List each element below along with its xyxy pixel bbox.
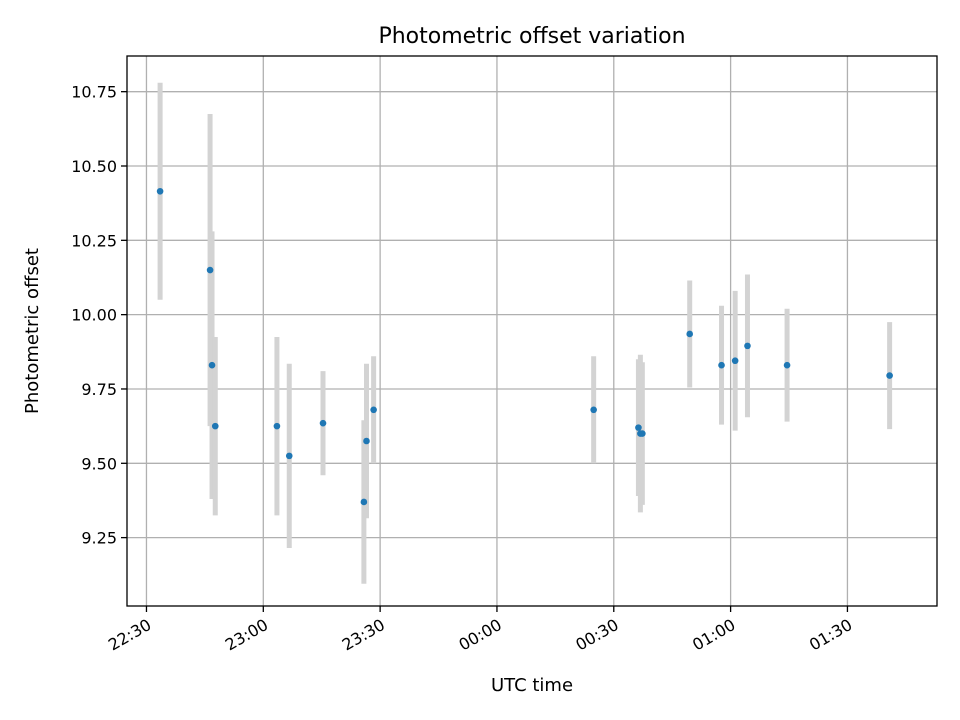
y-tick-label: 9.75 <box>81 380 117 399</box>
point-layer <box>156 187 893 506</box>
data-point <box>285 452 293 460</box>
data-point <box>718 361 725 369</box>
y-tick-label: 10.50 <box>71 157 117 176</box>
x-tick-label: 00:00 <box>456 615 505 655</box>
data-point <box>273 422 281 430</box>
data-point <box>783 361 791 369</box>
data-point <box>370 406 377 414</box>
x-tick-label: 01:30 <box>806 615 855 655</box>
data-point <box>635 424 642 431</box>
y-tick-label: 10.00 <box>71 306 117 325</box>
data-point <box>686 330 694 338</box>
grid-layer <box>127 56 937 606</box>
y-tick-label: 10.75 <box>71 83 117 102</box>
data-point <box>319 419 327 427</box>
data-point <box>590 406 597 414</box>
data-point <box>744 342 751 350</box>
data-point <box>886 372 893 379</box>
errorbar-layer <box>157 82 893 584</box>
data-point <box>639 430 646 437</box>
data-point <box>156 187 164 195</box>
x-tick-label: 23:30 <box>339 615 388 655</box>
y-axis-label: Photometric offset <box>22 248 43 414</box>
data-point <box>363 437 370 445</box>
data-point <box>211 422 219 430</box>
y-tick-label: 9.50 <box>81 454 117 473</box>
plot-frame <box>126 55 938 607</box>
x-axis-label: UTC time <box>491 675 573 696</box>
y-tick-label: 10.25 <box>71 231 117 250</box>
x-tick-label: 01:00 <box>689 615 738 655</box>
tick-layer: 22:30 23:00 23:30 00:00 00:30 01:00 01:30 9.25 9… <box>71 83 855 655</box>
x-tick-label: 00:30 <box>572 615 621 655</box>
chart-title: Photometric offset variation <box>378 24 685 49</box>
x-tick-label: 22:30 <box>105 615 154 655</box>
x-tick-label: 23:00 <box>222 615 271 655</box>
data-point <box>360 498 368 506</box>
data-point <box>208 361 216 369</box>
data-point <box>731 357 739 365</box>
y-tick-label: 9.25 <box>81 529 117 548</box>
data-point <box>206 266 214 274</box>
